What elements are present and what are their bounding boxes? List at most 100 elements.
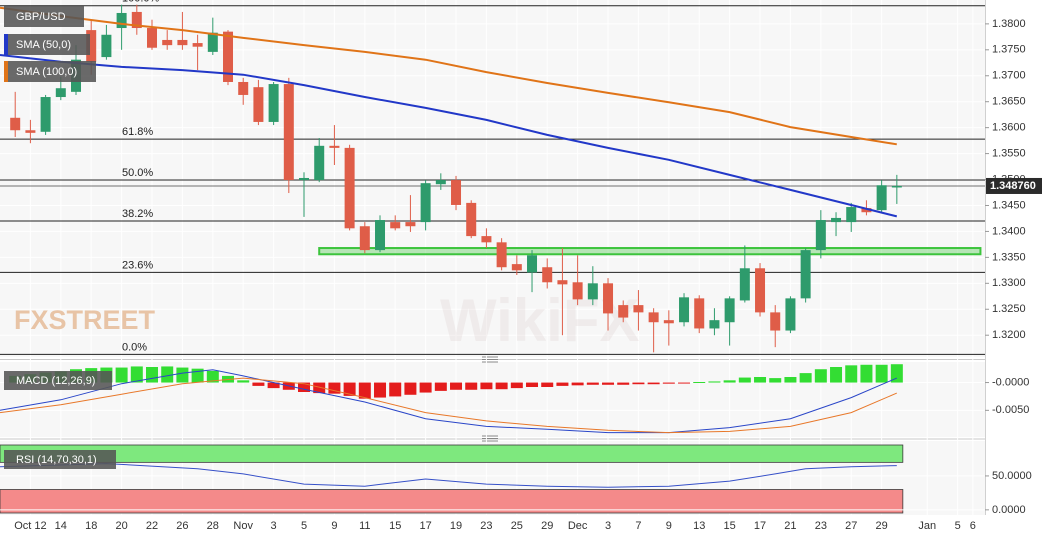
candle-body (116, 12, 127, 29)
candle-body (481, 236, 492, 243)
candle-body (891, 185, 902, 188)
x-tick-label: 29 (541, 520, 553, 532)
candle-body (299, 177, 310, 181)
candle-body (359, 226, 370, 251)
candle-body (511, 264, 522, 271)
macd-histogram-bar (313, 382, 326, 394)
x-tick-label: Dec (568, 520, 588, 532)
fib-level-label: 61.8% (122, 126, 153, 138)
macd-histogram-bar (693, 382, 706, 383)
legend-swatch (4, 61, 8, 82)
macd-histogram-bar (146, 367, 159, 383)
last-price-box (986, 177, 1042, 194)
candle-body (10, 117, 21, 131)
fib-level-label: 38.2% (122, 208, 153, 220)
y-tick-label: 1.3600 (992, 122, 1026, 134)
macd-histogram-bar (465, 382, 478, 390)
macd-histogram-bar (875, 364, 888, 383)
candle-body (679, 297, 690, 323)
legend-box (4, 371, 112, 390)
macd-histogram-bar (784, 377, 797, 383)
x-tick-label: 26 (176, 520, 188, 532)
candle-body (694, 298, 705, 329)
y-tick-label: 1.3400 (992, 225, 1026, 237)
candle-body (329, 145, 340, 148)
legend-box (4, 61, 96, 82)
resize-handle[interactable] (482, 435, 498, 442)
x-tick-label: 15 (389, 520, 401, 532)
fib-level-label: 23.6% (122, 259, 153, 271)
candle-body (420, 183, 431, 223)
macd-histogram-bar (206, 370, 219, 383)
macd-histogram-bar (298, 382, 311, 392)
y-tick-label: -0.0000 (992, 376, 1029, 388)
x-tick-label: 17 (754, 520, 766, 532)
candle-body (603, 283, 614, 314)
legend-title: GBP/USD (16, 11, 66, 23)
candle-body (55, 88, 66, 98)
oversold-band (0, 489, 904, 514)
macd-histogram-bar (343, 382, 356, 396)
candle-body (40, 97, 51, 132)
candle-body (587, 283, 598, 300)
candle-body (238, 81, 249, 95)
x-tick-label: 13 (693, 520, 705, 532)
x-tick-label: 9 (331, 520, 337, 532)
sma-line (0, 6, 897, 146)
macd-histogram-bar (328, 382, 341, 394)
candle-body (633, 305, 644, 313)
candle-body (375, 220, 386, 251)
macd-histogram-bar (830, 367, 843, 383)
x-tick-label: Jan (918, 520, 936, 532)
macd-histogram-bar (237, 380, 250, 383)
x-tick-label: 15 (724, 520, 736, 532)
macd-histogram-bar (586, 382, 599, 385)
watermark: FXSTREET (14, 305, 156, 335)
candle-body (831, 217, 842, 223)
candle-body (861, 208, 872, 213)
candle-body (527, 255, 538, 273)
fib-level-label: 100.0% (122, 0, 160, 5)
macd-histogram-bar (602, 382, 615, 385)
macd-histogram-bar (252, 382, 265, 386)
x-tick-label: 5 (301, 520, 307, 532)
candle-body (344, 147, 355, 229)
macd-histogram-bar (176, 367, 189, 383)
legend-layer: GBP/USD SMA (50,0) SMA (100,0) MACD (12,… (4, 6, 116, 469)
candle-body (496, 242, 507, 268)
candle-body (147, 28, 158, 48)
fib-level-label: 0.0% (122, 341, 147, 353)
macd-title: MACD (12,26,9) (16, 375, 95, 387)
macd-histogram-bar (890, 364, 903, 383)
candle-body (314, 145, 325, 181)
candle-body (785, 298, 796, 331)
candle-body (648, 312, 659, 323)
candle-body (101, 34, 112, 58)
macd-histogram-bar (404, 382, 417, 395)
resize-handle[interactable] (482, 356, 498, 363)
legend-box (4, 6, 84, 27)
macd-histogram-bar (738, 377, 751, 383)
x-tick-label: 25 (511, 520, 523, 532)
macd-histogram-bar (708, 381, 721, 383)
macd-histogram-bar (769, 378, 782, 383)
plot-layer: Oct 12 14 18 20 22 26 28 Nov 3 5 9 11 15 17 19 23 25 29 De… (0, 0, 1042, 532)
macd-histogram-bar (480, 382, 493, 390)
y-tick-label: 1.3200 (992, 329, 1026, 341)
y-tick-label: 1.3650 (992, 96, 1026, 108)
macd-histogram-bar (130, 366, 143, 383)
candle-body (192, 43, 203, 47)
y-tick-label: 1.3450 (992, 199, 1026, 211)
y-tick-label: -0.0050 (992, 404, 1029, 416)
x-tick-label: 3 (605, 520, 611, 532)
candle-body (223, 31, 234, 82)
candle-body (86, 30, 97, 62)
macd-line (0, 377, 897, 434)
macd-histogram-bar (632, 382, 645, 385)
macd-histogram-bar (678, 382, 691, 384)
candle-body (177, 39, 188, 46)
macd-histogram-bar (434, 382, 447, 391)
macd-histogram-bar (860, 364, 873, 383)
macd-histogram-bar (419, 382, 432, 393)
